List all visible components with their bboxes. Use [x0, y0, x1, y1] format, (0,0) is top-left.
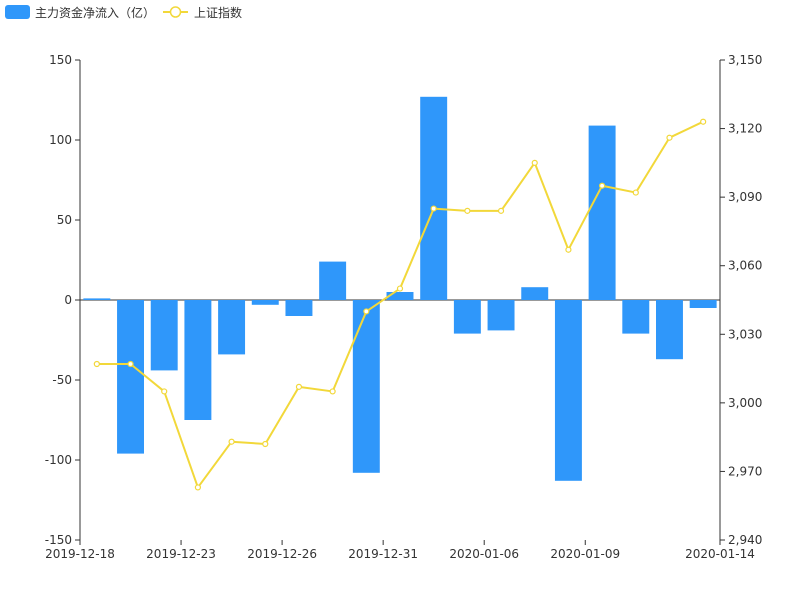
line-point[interactable]	[599, 182, 606, 189]
bar[interactable]	[386, 292, 414, 300]
x-tick-label: 2019-12-23	[146, 547, 216, 561]
line-point[interactable]	[464, 207, 471, 214]
bar-series	[83, 96, 717, 481]
bar[interactable]	[622, 300, 650, 334]
line-point[interactable]	[329, 388, 336, 395]
x-ticks: 2019-12-18 2019-12-23 2019-12-26 2019-12-31…	[45, 540, 755, 561]
line-point[interactable]	[194, 484, 201, 491]
right-tick-label: 3,090	[728, 190, 762, 204]
left-tick-label: 0	[64, 293, 72, 307]
bar[interactable]	[285, 300, 313, 316]
bar[interactable]	[184, 300, 212, 420]
left-tick-label: -150	[45, 533, 72, 547]
line-point[interactable]	[632, 189, 639, 196]
line-point[interactable]	[127, 360, 134, 368]
legend: 主力资金净流入（亿） 上证指数	[5, 5, 242, 20]
left-tick-label: 150	[49, 53, 72, 67]
left-tick-label: -100	[45, 453, 72, 467]
legend-line-swatch-marker[interactable]	[169, 6, 182, 18]
line-point[interactable]	[228, 438, 235, 445]
left-tick-label: 100	[49, 133, 72, 147]
left-y-ticks: -150 -100 -50 0 50 100 150	[45, 53, 80, 547]
line-point[interactable]	[295, 383, 303, 390]
bar[interactable]	[554, 300, 582, 481]
right-y-ticks: 2,940 2,970 3,000 3,030 3,060 3,090 3,120 3,150	[720, 53, 762, 547]
bar[interactable]	[656, 300, 683, 360]
legend-bar-label[interactable]: 主力资金净流入（亿）	[35, 5, 155, 20]
x-tick-label: 2020-01-14	[685, 547, 755, 561]
bar[interactable]	[689, 300, 717, 308]
bar[interactable]	[420, 96, 448, 300]
right-tick-label: 2,970	[728, 464, 762, 478]
bar[interactable]	[83, 298, 111, 300]
line-point[interactable]	[430, 205, 437, 212]
bar[interactable]	[588, 125, 616, 300]
bar[interactable]	[487, 300, 515, 331]
line-point[interactable]	[161, 388, 168, 395]
line-point[interactable]	[262, 440, 269, 448]
x-tick-label: 2020-01-09	[550, 547, 620, 561]
line-point[interactable]	[700, 118, 707, 125]
x-tick-label: 2020-01-06	[449, 547, 519, 561]
x-tick-label: 2019-12-26	[247, 547, 317, 561]
right-tick-label: 3,030	[728, 327, 762, 341]
line-series	[93, 118, 707, 491]
legend-bar-swatch[interactable]	[5, 5, 30, 19]
bar[interactable]	[521, 287, 549, 300]
legend-line-label[interactable]: 上证指数	[194, 5, 242, 20]
line-point[interactable]	[93, 360, 100, 368]
bar[interactable]	[150, 300, 178, 371]
line-point[interactable]	[531, 159, 538, 166]
right-tick-label: 2,940	[728, 533, 762, 547]
bar[interactable]	[251, 300, 279, 305]
right-tick-label: 3,120	[728, 122, 762, 136]
right-tick-label: 3,000	[728, 396, 762, 410]
right-tick-label: 3,060	[728, 259, 762, 273]
line-point[interactable]	[497, 207, 505, 214]
line-point[interactable]	[363, 308, 370, 315]
x-tick-label: 2019-12-18	[45, 547, 115, 561]
bar[interactable]	[352, 300, 380, 473]
left-tick-label: -50	[52, 373, 72, 387]
line-point[interactable]	[396, 285, 404, 292]
bar[interactable]	[117, 300, 144, 454]
bar[interactable]	[218, 300, 246, 355]
left-tick-label: 50	[57, 213, 72, 227]
x-tick-label: 2019-12-31	[348, 547, 418, 561]
line-point[interactable]	[565, 246, 572, 253]
bar[interactable]	[319, 261, 347, 300]
right-tick-label: 3,150	[728, 53, 762, 67]
bar[interactable]	[453, 300, 481, 334]
line-point[interactable]	[666, 134, 673, 141]
